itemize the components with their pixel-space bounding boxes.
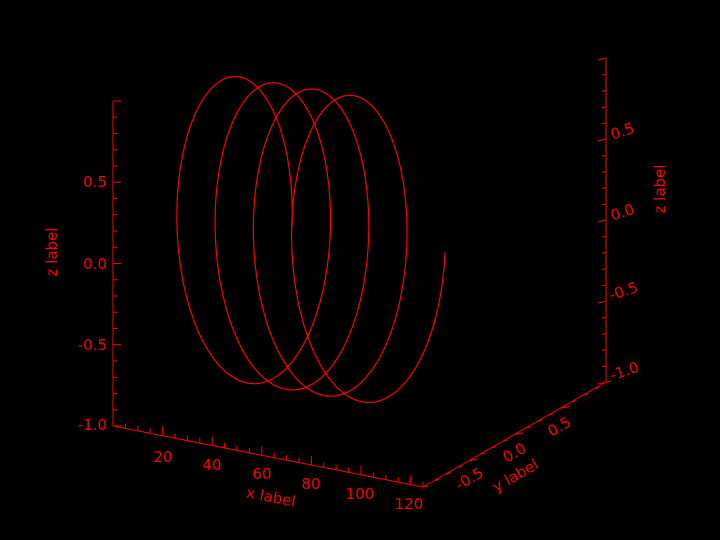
x-axis-line: [112, 425, 424, 488]
z-tick-right: [597, 219, 607, 223]
y-tick: [605, 380, 612, 383]
z-tick-right: [601, 365, 607, 368]
z-tick-right: [597, 138, 607, 142]
y-tick: [571, 400, 577, 403]
z-tick-label-left: 0.5: [83, 173, 107, 191]
z-tick-right: [601, 268, 607, 271]
z-tick-right: [601, 284, 607, 287]
series-line-helix: [176, 76, 446, 403]
z-tick-label-left: -0.5: [78, 336, 107, 354]
y-tick: [468, 458, 478, 462]
x-tick-label: 80: [301, 475, 320, 493]
z-tick-right: [601, 332, 607, 335]
y-tick: [514, 432, 524, 435]
y-tick: [537, 419, 543, 422]
x-tick-label: 20: [153, 448, 172, 466]
z-tick-right: [601, 251, 607, 254]
z-tick-right: [601, 316, 607, 319]
z-tick-right: [597, 300, 607, 304]
tick-marks: [112, 57, 612, 488]
y-tick: [525, 426, 532, 429]
y-tick: [502, 439, 509, 442]
z-tick-right: [601, 73, 607, 76]
y-tick: [491, 446, 497, 449]
z-tick-right: [601, 122, 607, 125]
y-tick: [457, 465, 463, 468]
y-tick: [583, 393, 589, 396]
x-tick-label: 40: [202, 456, 221, 474]
z-tick-right: [601, 154, 607, 157]
y-tick: [548, 413, 554, 416]
z-tick-right: [601, 349, 607, 352]
y-tick: [434, 478, 440, 481]
y-tick: [445, 472, 451, 475]
z-tick-right: [601, 106, 607, 109]
z-tick-right: [597, 381, 607, 385]
z-axis-label-left: z label: [43, 228, 61, 277]
x-tick-label: 100: [346, 485, 375, 503]
z-tick-right: [601, 187, 607, 190]
y-tick: [560, 405, 570, 409]
z-tick-label-left: 0.0: [83, 255, 107, 273]
z-tick-label-left: -1.0: [78, 416, 107, 434]
x-tick-label: 60: [252, 465, 271, 483]
z-tick-right: [601, 89, 607, 92]
z-tick-right: [601, 235, 607, 238]
z-axis-label-right: z label: [651, 165, 669, 214]
y-tick: [422, 485, 429, 488]
y-tick: [594, 387, 600, 390]
x-tick-label: 120: [395, 495, 424, 513]
z-tick-right: [601, 203, 607, 206]
z-tick-right: [597, 57, 607, 61]
z-tick-right: [601, 170, 607, 173]
y-tick: [480, 452, 486, 455]
